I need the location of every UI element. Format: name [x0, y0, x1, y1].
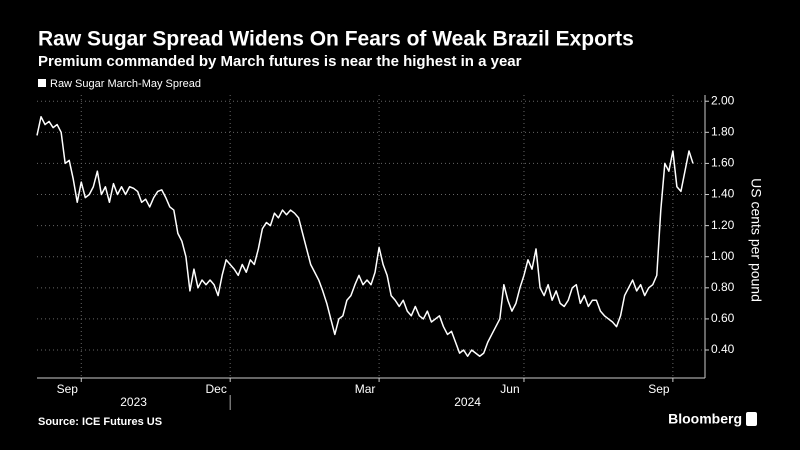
x-tick-label: Dec [206, 382, 227, 396]
legend-swatch [38, 79, 46, 87]
x-tick-label: Jun [500, 382, 519, 396]
y-tick-label: 0.60 [711, 311, 735, 325]
y-tick-label: 0.80 [711, 280, 735, 294]
y-tick-label: 1.80 [711, 124, 735, 138]
y-tick-label: 2.00 [711, 93, 735, 107]
y-tick-label: 1.00 [711, 249, 735, 263]
legend-label: Raw Sugar March-May Spread [50, 78, 201, 90]
y-tick-label: 1.40 [711, 187, 735, 201]
y-tick-label: 1.20 [711, 218, 735, 232]
brand-icon [746, 412, 757, 426]
x-tick-label: Mar [355, 382, 376, 396]
chart-subtitle: Premium commanded by March futures is ne… [38, 53, 522, 70]
data-line [36, 116, 694, 357]
source: Source: ICE Futures US [38, 416, 162, 428]
y-axis-label: US cents per pound [748, 178, 764, 302]
x-tick-label: Sep [57, 382, 79, 396]
x-tick-label: Sep [648, 382, 670, 396]
year-label: 2023 [120, 395, 147, 409]
brand: Bloomberg [668, 411, 742, 427]
year-label: 2024 [454, 395, 481, 409]
y-tick-label: 0.40 [711, 342, 735, 356]
chart-title: Raw Sugar Spread Widens On Fears of Weak… [38, 28, 634, 51]
y-tick-label: 1.60 [711, 156, 735, 170]
